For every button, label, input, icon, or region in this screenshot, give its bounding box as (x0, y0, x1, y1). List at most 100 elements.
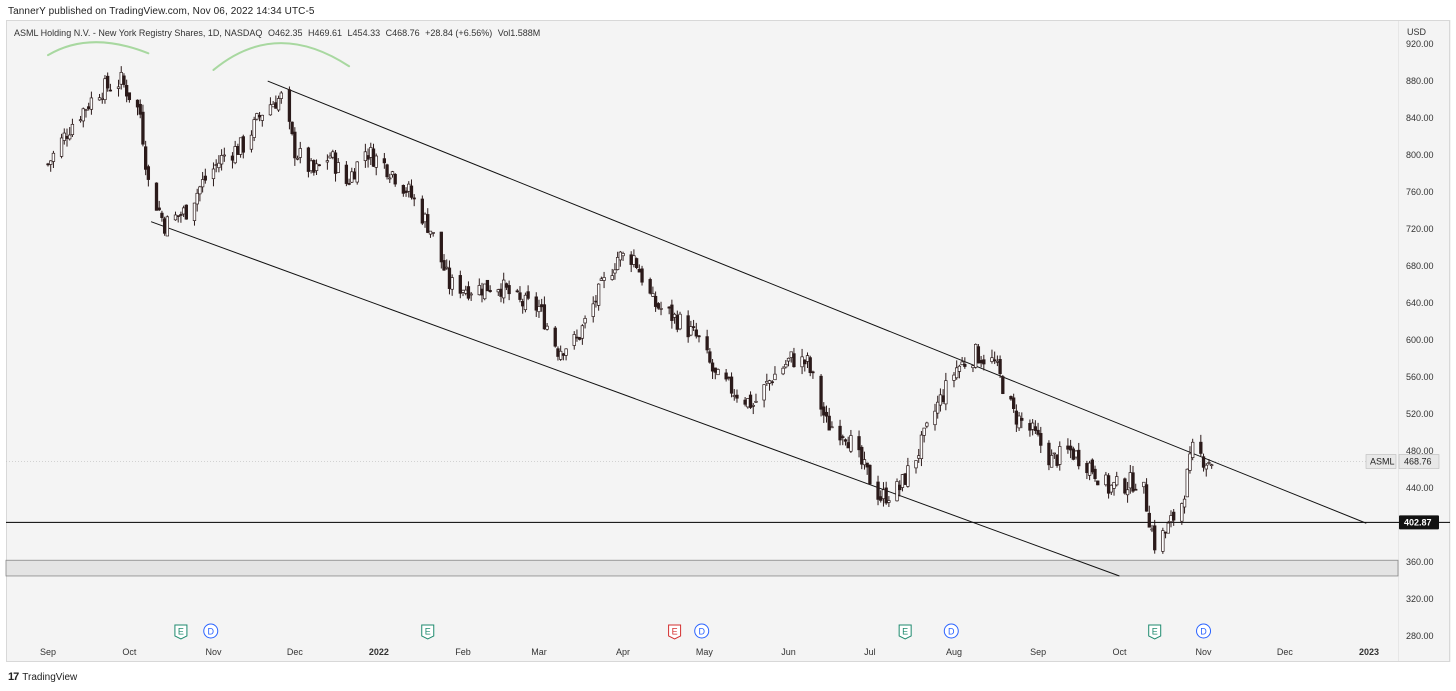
dividend-marker-label: D (1200, 627, 1207, 637)
currency-label: USD (1407, 27, 1427, 37)
candle (309, 158, 313, 174)
candle (1204, 463, 1208, 477)
candle (995, 355, 1000, 367)
candle (944, 372, 948, 411)
candle (963, 357, 967, 369)
candle (938, 388, 943, 412)
candle (564, 348, 568, 361)
candle (1150, 524, 1154, 533)
candle (59, 133, 64, 159)
earnings-marker (668, 624, 682, 640)
open-value: O462.35 (267, 28, 303, 38)
tradingview-logo[interactable]: 17 TradingView (8, 671, 77, 683)
candle (374, 153, 378, 176)
candle (955, 360, 959, 380)
candle (1112, 481, 1116, 496)
candle (922, 427, 926, 443)
candle (306, 146, 311, 178)
candle (203, 168, 207, 184)
candle (876, 475, 880, 506)
candle (545, 323, 549, 331)
candle (1125, 481, 1130, 503)
candle (331, 149, 335, 160)
x-tick-label: Feb (455, 647, 471, 657)
candle (670, 299, 674, 329)
candle (108, 83, 113, 92)
candle (184, 204, 188, 220)
y-tick-label: 280.00 (1406, 631, 1434, 641)
candle (895, 478, 899, 502)
candle (298, 141, 302, 164)
candle (249, 130, 254, 153)
candle (1009, 395, 1013, 401)
candle (439, 231, 443, 269)
candle (252, 116, 256, 142)
candles (46, 66, 1214, 554)
dividend-marker (203, 623, 219, 639)
candle (729, 372, 734, 398)
candle (382, 152, 387, 169)
candle (993, 351, 997, 365)
candle (219, 149, 224, 171)
candle (724, 369, 728, 382)
candle (659, 301, 663, 316)
candle (271, 101, 275, 108)
dividend-marker (694, 623, 710, 639)
price-axis[interactable] (1398, 20, 1451, 662)
candle (553, 325, 557, 348)
channel-lower-line (150, 221, 1120, 577)
candle (141, 104, 145, 147)
candle (849, 429, 853, 453)
candle (257, 112, 262, 122)
candle (87, 102, 91, 111)
candle (431, 232, 435, 237)
candle (122, 73, 126, 88)
candle (976, 344, 981, 364)
candle (982, 354, 986, 371)
candle (68, 127, 72, 141)
plot-area[interactable] (6, 20, 1398, 662)
candle (540, 298, 544, 312)
candle (352, 168, 357, 180)
candle (46, 162, 50, 167)
candle (936, 395, 940, 419)
candle (781, 366, 785, 376)
y-tick-label: 480.00 (1406, 446, 1434, 456)
earnings-marker-label: E (1152, 627, 1158, 637)
candle (157, 200, 161, 212)
y-tick-label: 760.00 (1406, 187, 1434, 197)
horizontal-line-price-tag (1399, 515, 1439, 530)
candle (846, 436, 850, 449)
candle (328, 152, 332, 159)
candle (119, 66, 123, 90)
candle (1210, 463, 1214, 469)
candle (1055, 454, 1059, 468)
candle (515, 288, 519, 293)
candle (127, 92, 132, 103)
symbol-name[interactable]: ASML Holding N.V. - New York Registry Sh… (14, 28, 263, 38)
candle (1012, 393, 1016, 413)
y-tick-label: 640.00 (1406, 298, 1434, 308)
x-tick-label: Oct (1112, 647, 1127, 657)
candle (518, 286, 522, 303)
candle (526, 285, 530, 301)
candle (819, 374, 823, 417)
candle (125, 79, 129, 103)
candle (640, 265, 644, 286)
candle (879, 490, 883, 503)
candle (1085, 460, 1089, 480)
candle (401, 184, 405, 197)
candle (933, 403, 937, 431)
candle (363, 143, 368, 168)
candle (1169, 510, 1173, 528)
candle (561, 352, 566, 361)
high-value: H469.61 (308, 28, 343, 38)
candle (1074, 450, 1078, 460)
candle (979, 356, 983, 368)
candle (1128, 464, 1132, 494)
earnings-marker-label: E (425, 627, 431, 637)
candle (865, 462, 869, 475)
candle (841, 434, 845, 446)
candle (675, 310, 679, 333)
